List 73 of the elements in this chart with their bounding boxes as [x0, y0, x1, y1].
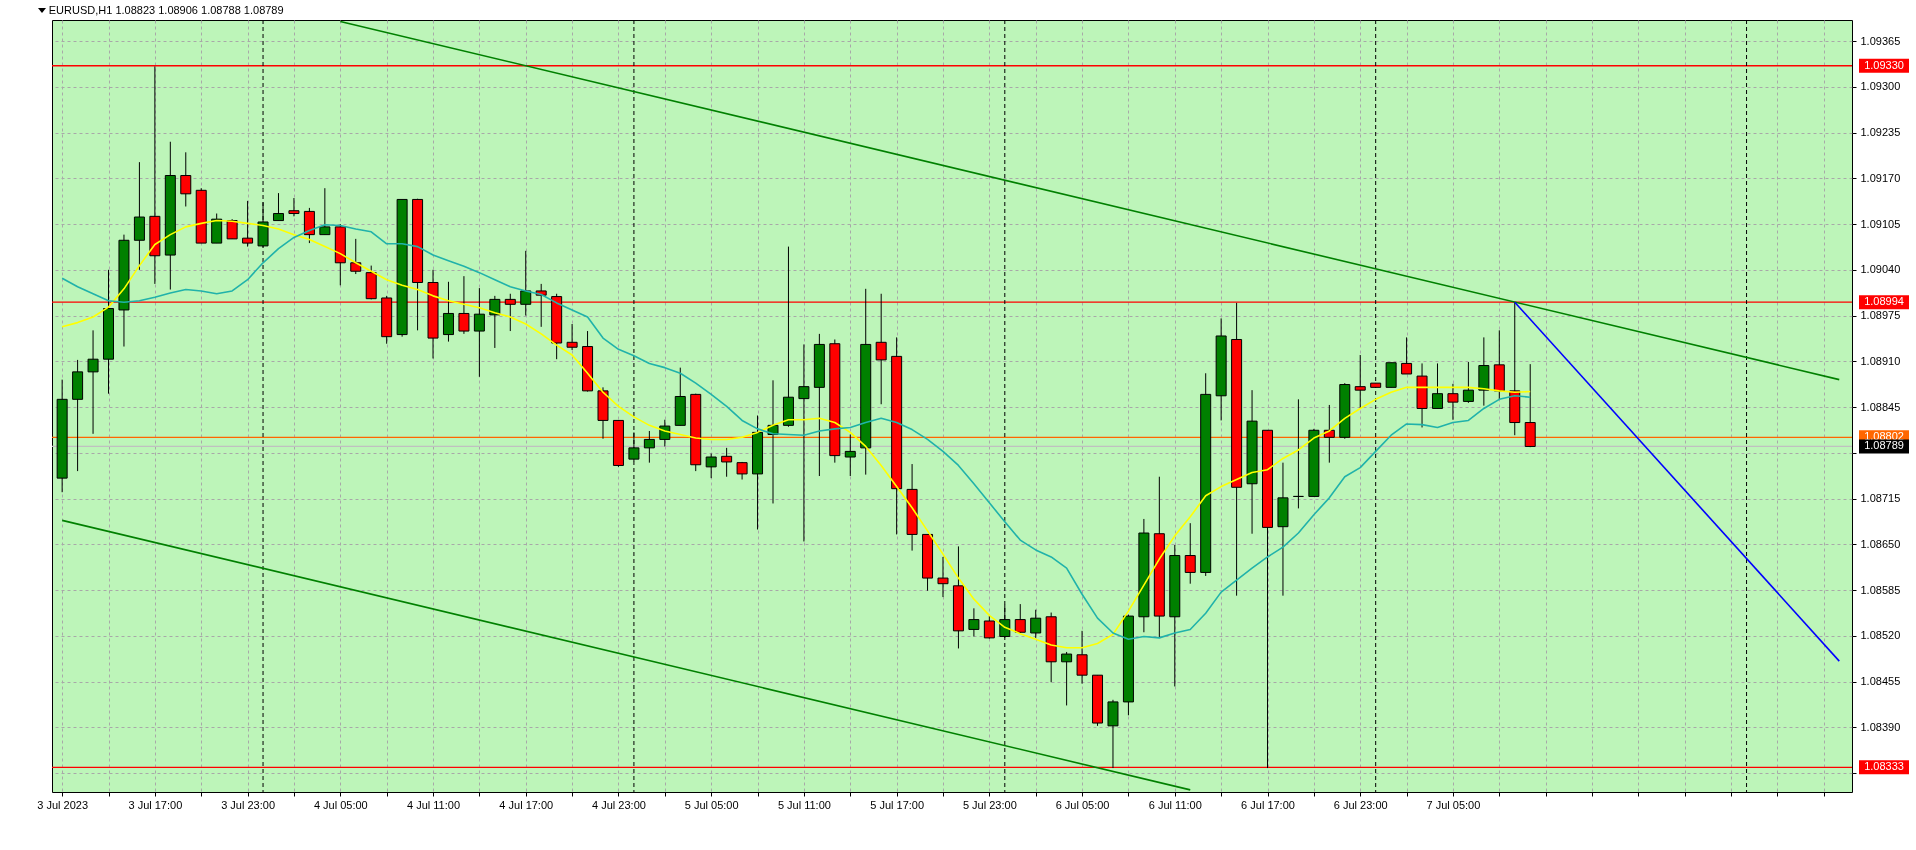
candlestick: [1107, 699, 1119, 769]
y-tick-label: 1.08390: [1860, 720, 1901, 733]
candlestick: [844, 434, 856, 477]
candlestick: [242, 200, 254, 248]
x-tick-label: 4 Jul 17:00: [499, 798, 554, 811]
x-tick-label: 4 Jul 11:00: [407, 798, 461, 811]
candlestick: [721, 447, 733, 478]
y-tick-label: 1.08520: [1860, 629, 1901, 642]
y-tick-label: 1.09105: [1860, 217, 1901, 230]
x-tick-label: 7 Jul 05:00: [1426, 798, 1481, 811]
candlestick: [180, 151, 192, 207]
candlestick: [87, 329, 99, 435]
candlestick: [1292, 398, 1304, 509]
y-tick-label: 1.09365: [1860, 34, 1901, 47]
x-tick-label: 4 Jul 23:00: [592, 798, 646, 811]
x-tick-label: 4 Jul 05:00: [313, 798, 368, 811]
y-tick-label: 1.08845: [1860, 400, 1901, 413]
x-tick-label: 3 Jul 23:00: [221, 798, 275, 811]
y-tick-label: 1.09300: [1860, 80, 1901, 93]
y-tick-label: 1.08455: [1860, 675, 1901, 688]
candlestick: [937, 556, 949, 598]
candlestick: [473, 287, 485, 378]
ref-line-label: 1.09330: [1864, 58, 1904, 71]
candlestick: [1401, 336, 1413, 375]
candlestick: [273, 192, 284, 222]
y-tick-label: 1.08975: [1860, 309, 1901, 322]
candlestick: [566, 323, 578, 351]
candlestick: [659, 419, 671, 447]
candlestick: [1431, 362, 1443, 409]
y-tick-label: 1.08650: [1860, 537, 1901, 550]
candlestick: [1061, 651, 1073, 706]
x-tick-label: 3 Jul 17:00: [128, 798, 183, 811]
candlestick: [643, 430, 655, 464]
candlestick: [705, 453, 717, 479]
y-tick-label: 1.09040: [1860, 263, 1901, 276]
y-tick-label: 1.08715: [1860, 492, 1901, 505]
candlestick: [442, 281, 454, 343]
candlestick: [319, 187, 331, 236]
x-tick-label: 6 Jul 23:00: [1333, 798, 1388, 811]
candlestick: [288, 197, 300, 217]
candlestick: [1447, 383, 1459, 421]
y-tick-label: 1.09235: [1860, 126, 1901, 139]
candlestick: [133, 161, 145, 271]
candlestick: [211, 213, 223, 244]
chart-title: EURUSD,H1 1.08823 1.08906 1.08788 1.08789: [48, 3, 284, 16]
candlestick: [489, 295, 501, 349]
candlestick: [226, 218, 238, 240]
ref-line-label: 1.08994: [1864, 295, 1904, 308]
candlestick: [350, 238, 362, 275]
candlestick: [798, 343, 810, 542]
x-tick-label: 5 Jul 11:00: [777, 798, 831, 811]
candlestick: [1030, 609, 1042, 639]
y-tick-label: 1.08910: [1860, 354, 1901, 367]
candlestick: [520, 250, 532, 317]
x-tick-label: 5 Jul 17:00: [870, 798, 925, 811]
candlestick: [1462, 361, 1474, 404]
candlestick: [1524, 363, 1536, 448]
candlestick: [303, 207, 315, 244]
x-tick-label: 3 Jul 2023: [37, 798, 89, 811]
x-tick-label: 6 Jul 05:00: [1055, 798, 1110, 811]
y-tick-label: 1.08585: [1860, 583, 1901, 596]
candlestick: [1354, 354, 1366, 409]
x-tick-label: 5 Jul 23:00: [962, 798, 1017, 811]
x-tick-label: 6 Jul 17:00: [1241, 798, 1295, 811]
x-tick-label: 6 Jul 11:00: [1148, 798, 1202, 811]
candlestick: [1184, 522, 1196, 585]
candlestick: [1076, 630, 1088, 685]
candlestick: [983, 614, 995, 640]
ref-line-label: 1.08333: [1864, 760, 1904, 773]
y-tick-label: 1.09170: [1860, 171, 1901, 184]
candlestick: [968, 607, 980, 637]
candlestick: [1014, 603, 1026, 634]
x-tick-label: 5 Jul 05:00: [684, 798, 739, 811]
